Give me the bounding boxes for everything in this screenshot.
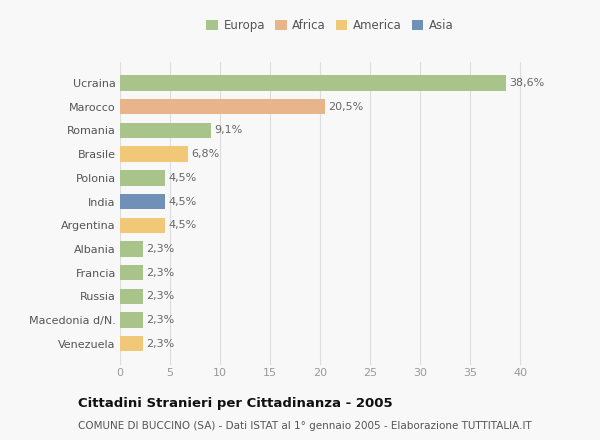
Text: 38,6%: 38,6% <box>509 78 544 88</box>
Text: 2,3%: 2,3% <box>146 268 174 278</box>
Text: 4,5%: 4,5% <box>168 173 196 183</box>
Bar <box>120 123 211 138</box>
Text: 4,5%: 4,5% <box>168 197 196 206</box>
Bar <box>120 170 165 186</box>
Text: 20,5%: 20,5% <box>328 102 363 112</box>
Bar <box>120 336 143 352</box>
Bar <box>120 241 143 257</box>
Bar <box>120 289 143 304</box>
Legend: Europa, Africa, America, Asia: Europa, Africa, America, Asia <box>206 19 454 32</box>
Bar <box>120 217 165 233</box>
Bar <box>120 312 143 328</box>
Text: 6,8%: 6,8% <box>191 149 219 159</box>
Text: 2,3%: 2,3% <box>146 339 174 349</box>
Text: 2,3%: 2,3% <box>146 291 174 301</box>
Bar <box>120 194 165 209</box>
Bar <box>120 99 325 114</box>
Bar <box>120 147 188 162</box>
Text: 2,3%: 2,3% <box>146 315 174 325</box>
Text: 2,3%: 2,3% <box>146 244 174 254</box>
Text: Cittadini Stranieri per Cittadinanza - 2005: Cittadini Stranieri per Cittadinanza - 2… <box>78 397 392 410</box>
Bar <box>120 265 143 280</box>
Bar <box>120 75 506 91</box>
Text: 4,5%: 4,5% <box>168 220 196 230</box>
Text: COMUNE DI BUCCINO (SA) - Dati ISTAT al 1° gennaio 2005 - Elaborazione TUTTITALIA: COMUNE DI BUCCINO (SA) - Dati ISTAT al 1… <box>78 421 532 431</box>
Text: 9,1%: 9,1% <box>214 125 242 136</box>
